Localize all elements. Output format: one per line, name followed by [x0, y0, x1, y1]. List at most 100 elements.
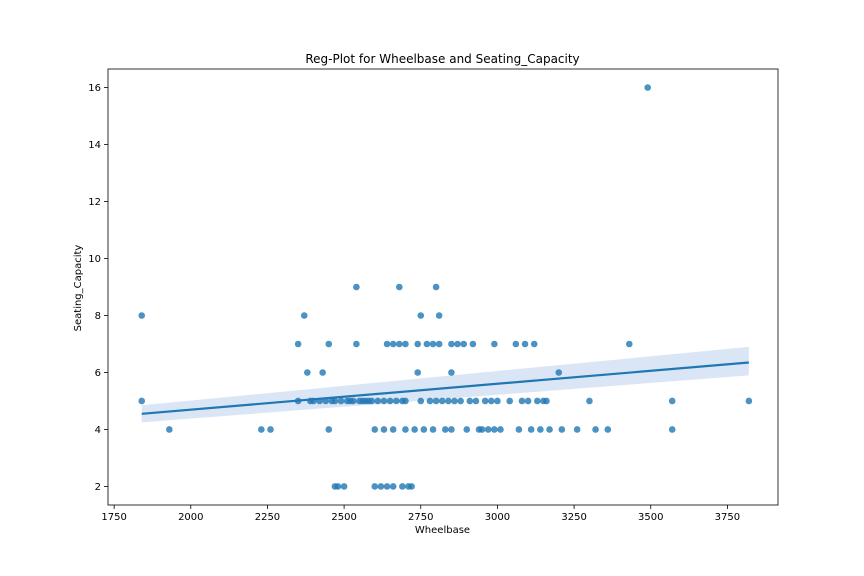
- confidence-band-layer: [141, 346, 749, 423]
- x-tick-label: 3750: [715, 512, 740, 523]
- data-point: [166, 426, 173, 433]
- data-point: [573, 426, 581, 433]
- data-point: [353, 340, 360, 348]
- data-point: [543, 397, 550, 405]
- data-point: [417, 397, 425, 405]
- data-point: [386, 397, 394, 405]
- data-point: [515, 426, 523, 433]
- data-point: [423, 340, 431, 348]
- data-point: [294, 340, 302, 348]
- data-point: [350, 397, 357, 405]
- data-point: [518, 397, 526, 405]
- data-point: [426, 397, 434, 405]
- data-point: [494, 397, 501, 405]
- data-point: [558, 426, 566, 433]
- data-point: [371, 483, 379, 490]
- plot-frame: [107, 68, 779, 506]
- data-point: [555, 369, 563, 376]
- data-point: [432, 283, 440, 291]
- data-point: [414, 340, 422, 348]
- data-point: [448, 340, 455, 348]
- x-tick-label: 2750: [408, 512, 433, 523]
- data-point: [491, 340, 498, 348]
- data-point: [374, 397, 382, 405]
- data-point: [451, 397, 458, 405]
- data-point: [668, 397, 676, 405]
- data-point: [368, 397, 376, 405]
- data-point: [334, 483, 342, 490]
- confidence-band: [141, 346, 749, 423]
- data-point: [625, 340, 633, 348]
- x-axis-label: Wheelbase: [415, 525, 470, 536]
- data-point: [435, 312, 443, 319]
- data-point: [448, 426, 455, 433]
- data-point: [432, 397, 440, 405]
- data-point: [460, 340, 467, 348]
- data-point: [745, 397, 753, 405]
- x-tick-label: 2250: [255, 512, 280, 523]
- data-point: [389, 340, 397, 348]
- x-tick-label: 3000: [485, 512, 510, 523]
- data-point: [371, 426, 379, 433]
- data-point: [337, 397, 345, 405]
- data-point: [383, 483, 391, 490]
- data-point: [267, 426, 274, 433]
- x-tick-label: 2500: [331, 512, 356, 523]
- data-point: [399, 483, 406, 490]
- data-point: [389, 483, 397, 490]
- data-point: [592, 426, 599, 433]
- data-point: [383, 340, 391, 348]
- data-point: [506, 397, 513, 405]
- data-point: [497, 426, 504, 433]
- data-point: [325, 340, 333, 348]
- y-tick-label: 12: [88, 197, 101, 208]
- data-point: [524, 397, 532, 405]
- data-point: [300, 312, 308, 319]
- data-point: [463, 426, 471, 433]
- data-point: [454, 340, 461, 348]
- y-tick-label: 6: [95, 368, 101, 379]
- data-point: [604, 426, 612, 433]
- data-point: [469, 340, 477, 348]
- data-point: [668, 426, 676, 433]
- data-point: [435, 340, 443, 348]
- x-tick-label: 3500: [638, 512, 663, 523]
- data-point: [396, 283, 403, 291]
- y-tick-label: 14: [88, 140, 101, 151]
- data-point: [331, 397, 339, 405]
- data-point: [353, 283, 360, 291]
- regression-line: [141, 361, 749, 415]
- x-tick-label: 3250: [561, 512, 586, 523]
- data-point: [448, 369, 455, 376]
- data-point: [402, 426, 409, 433]
- data-point: [478, 426, 486, 433]
- data-point: [380, 397, 388, 405]
- data-point: [512, 340, 520, 348]
- data-point: [445, 397, 452, 405]
- data-point: [417, 312, 425, 319]
- data-point: [138, 312, 146, 319]
- data-point: [304, 369, 311, 376]
- data-point: [481, 397, 489, 405]
- data-point: [533, 397, 541, 405]
- data-point: [521, 340, 529, 348]
- data-point: [411, 426, 418, 433]
- data-point: [586, 397, 593, 405]
- data-point: [402, 340, 409, 348]
- data-point: [484, 426, 492, 433]
- axes-layer: 1750 2000 2250 2500 2750 3000 3250 3500 3750 2 4 6 8…: [88, 68, 779, 523]
- data-points-layer: [138, 84, 753, 490]
- data-point: [441, 426, 449, 433]
- data-point: [466, 397, 474, 405]
- data-point: [380, 426, 388, 433]
- data-point: [537, 426, 544, 433]
- x-tick-label: 1750: [101, 512, 126, 523]
- data-point: [396, 340, 403, 348]
- data-point: [457, 397, 464, 405]
- data-point: [530, 340, 538, 348]
- regression-line-layer: [141, 361, 749, 415]
- y-tick-label: 4: [95, 425, 101, 436]
- data-point: [527, 426, 535, 433]
